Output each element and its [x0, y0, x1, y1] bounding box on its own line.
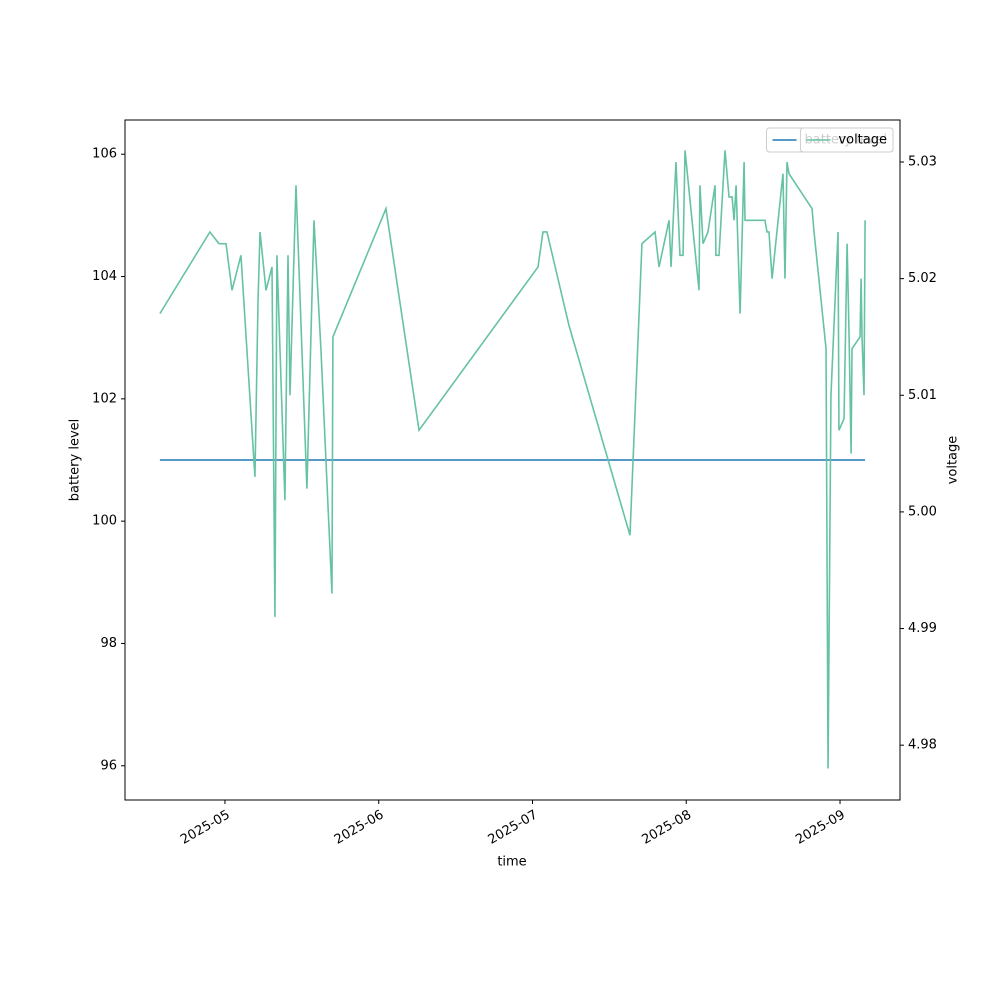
y2-tick-label: 4.98: [908, 738, 937, 753]
x-tick-label: 2025-07: [486, 808, 541, 848]
y2-tick-label: 5.03: [908, 154, 937, 169]
x-tick-label: 2025-08: [639, 808, 694, 848]
y-tick-label: 106: [92, 147, 117, 162]
legend: voltage: [799, 127, 894, 153]
x-tick-label: 2025-06: [332, 808, 387, 848]
plot-frame: [124, 119, 901, 801]
y-tick-label: 96: [100, 758, 117, 773]
y2-tick-label: 5.00: [908, 504, 937, 519]
x-axis-label: time: [497, 855, 526, 870]
y-tick-label: 100: [92, 514, 117, 529]
y2-axis-label: voltage: [946, 436, 961, 485]
y-tick-label: 102: [92, 391, 117, 406]
y-tick-label: 104: [92, 269, 117, 284]
legend-label: voltage: [838, 133, 887, 148]
series-line: [159, 150, 866, 769]
x-tick-label: 2025-09: [793, 808, 848, 848]
y2-tick-label: 5.01: [908, 388, 937, 403]
y-tick-label: 98: [100, 636, 117, 651]
y-axis-label: battery level: [68, 419, 83, 502]
y2-tick-label: 5.02: [908, 271, 937, 286]
y2-tick-label: 4.99: [908, 621, 937, 636]
x-tick-label: 2025-05: [178, 808, 233, 848]
legend-box: [799, 127, 894, 153]
